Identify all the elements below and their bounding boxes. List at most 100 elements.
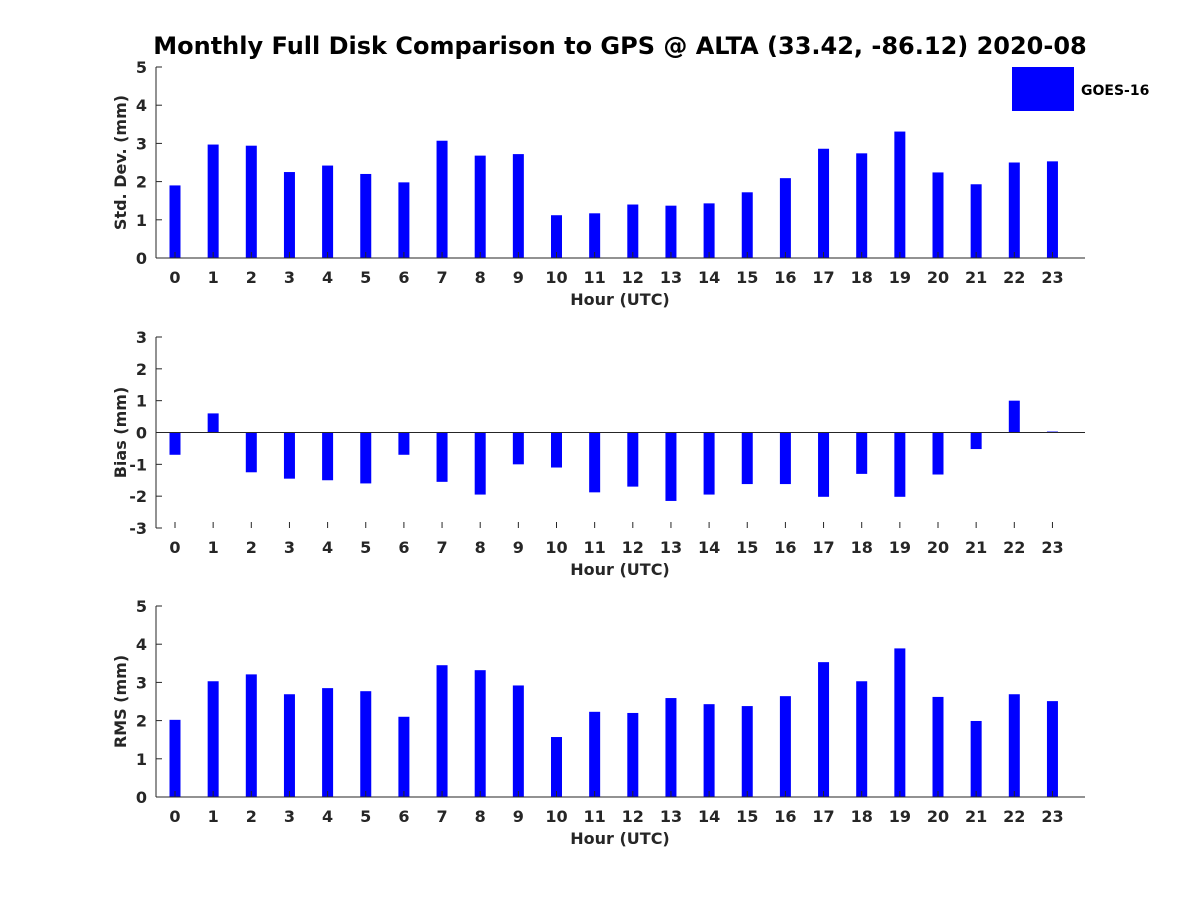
x-tick-label: 19	[889, 807, 911, 826]
bar-rms-hour-23	[1046, 701, 1058, 797]
bar-rms-hour-22	[1008, 694, 1020, 797]
bar-rms-hour-8	[474, 670, 486, 797]
bar-rms-hour-16	[779, 696, 791, 797]
x-tick-label: 16	[774, 807, 796, 826]
x-tick-label: 20	[927, 268, 949, 287]
x-tick-label: 4	[322, 538, 333, 557]
x-tick-label: 6	[398, 268, 409, 287]
bar-bias-hour-2	[245, 432, 257, 473]
y-tick-label: 4	[136, 635, 147, 654]
x-tick-label: 10	[545, 538, 567, 557]
y-tick-label: 3	[136, 134, 147, 153]
x-tick-label: 14	[698, 538, 720, 557]
legend: GOES-16	[1012, 67, 1149, 111]
bar-std-hour-20	[932, 172, 944, 258]
bar-rms-hour-18	[856, 681, 868, 797]
x-tick-label: 20	[927, 807, 949, 826]
y-tick-label: -1	[129, 455, 147, 474]
bar-rms-hour-20	[932, 696, 944, 797]
x-axis-label: Hour (UTC)	[570, 560, 670, 579]
bar-std-hour-17	[818, 148, 830, 258]
x-tick-label: 20	[927, 538, 949, 557]
x-tick-label: 18	[851, 268, 873, 287]
bar-std-hour-13	[665, 205, 677, 258]
x-tick-label: 15	[736, 807, 758, 826]
bar-bias-hour-7	[436, 432, 448, 482]
y-axis-label: Bias (mm)	[111, 387, 130, 479]
bar-rms-hour-5	[360, 691, 372, 797]
bar-bias-hour-14	[703, 432, 715, 495]
x-tick-label: 21	[965, 807, 987, 826]
bar-rms-hour-19	[894, 648, 906, 797]
x-tick-label: 14	[698, 268, 720, 287]
y-axis-label: Std. Dev. (mm)	[111, 95, 130, 230]
legend-swatch	[1012, 67, 1074, 111]
x-tick-label: 21	[965, 268, 987, 287]
bar-rms-hour-0	[169, 719, 181, 797]
bar-rms-hour-21	[970, 720, 982, 797]
bar-std-hour-19	[894, 131, 906, 258]
bar-rms-hour-6	[398, 716, 410, 797]
y-tick-label: 5	[136, 58, 147, 77]
bar-std-hour-16	[779, 178, 791, 258]
x-tick-label: 9	[513, 538, 524, 557]
bar-rms-hour-3	[283, 694, 295, 797]
bar-bias-hour-22	[1008, 400, 1020, 433]
y-tick-label: 1	[136, 211, 147, 230]
bar-bias-hour-20	[932, 432, 944, 475]
bar-bias-hour-15	[741, 432, 753, 485]
x-tick-label: 4	[322, 807, 333, 826]
x-tick-label: 22	[1003, 807, 1025, 826]
x-tick-label: 11	[584, 807, 606, 826]
x-tick-label: 5	[360, 538, 371, 557]
bar-bias-hour-13	[665, 432, 677, 501]
y-tick-label: 2	[136, 712, 147, 731]
bar-bias-hour-18	[856, 432, 868, 474]
x-tick-label: 12	[622, 538, 644, 557]
bar-rms-hour-12	[627, 712, 639, 797]
x-tick-label: 18	[851, 538, 873, 557]
x-tick-label: 16	[774, 538, 796, 557]
bar-std-hour-11	[589, 213, 601, 258]
bar-rms-hour-11	[589, 711, 601, 797]
x-tick-label: 7	[436, 807, 447, 826]
bar-bias-hour-19	[894, 432, 906, 497]
x-tick-label: 3	[284, 538, 295, 557]
bar-std-hour-10	[551, 215, 562, 258]
bar-rms-hour-2	[245, 674, 257, 797]
bar-bias-hour-3	[283, 432, 295, 479]
bar-std-hour-5	[360, 173, 372, 258]
y-tick-label: 5	[136, 597, 147, 616]
x-tick-label: 15	[736, 538, 758, 557]
x-tick-label: 0	[169, 807, 180, 826]
x-tick-label: 2	[246, 807, 257, 826]
bar-bias-hour-12	[627, 432, 639, 487]
x-tick-label: 13	[660, 268, 682, 287]
y-tick-label: 0	[136, 788, 147, 807]
x-tick-label: 19	[889, 538, 911, 557]
x-tick-label: 2	[246, 538, 257, 557]
bar-std-hour-3	[283, 172, 295, 258]
y-tick-label: 3	[136, 328, 147, 347]
x-tick-label: 3	[284, 807, 295, 826]
x-tick-label: 17	[812, 807, 834, 826]
x-tick-label: 4	[322, 268, 333, 287]
bar-bias-hour-16	[779, 432, 791, 485]
bar-std-hour-22	[1008, 162, 1020, 258]
x-tick-label: 2	[246, 268, 257, 287]
y-tick-label: 3	[136, 673, 147, 692]
y-tick-label: 2	[136, 360, 147, 379]
bar-std-hour-14	[703, 203, 715, 258]
bar-rms-hour-17	[818, 662, 830, 797]
x-tick-label: 12	[622, 268, 644, 287]
bar-std-hour-12	[627, 204, 639, 258]
x-tick-label: 22	[1003, 268, 1025, 287]
bar-bias-hour-1	[207, 413, 219, 433]
x-tick-label: 13	[660, 807, 682, 826]
x-tick-label: 12	[622, 807, 644, 826]
x-axis-label: Hour (UTC)	[570, 829, 670, 848]
